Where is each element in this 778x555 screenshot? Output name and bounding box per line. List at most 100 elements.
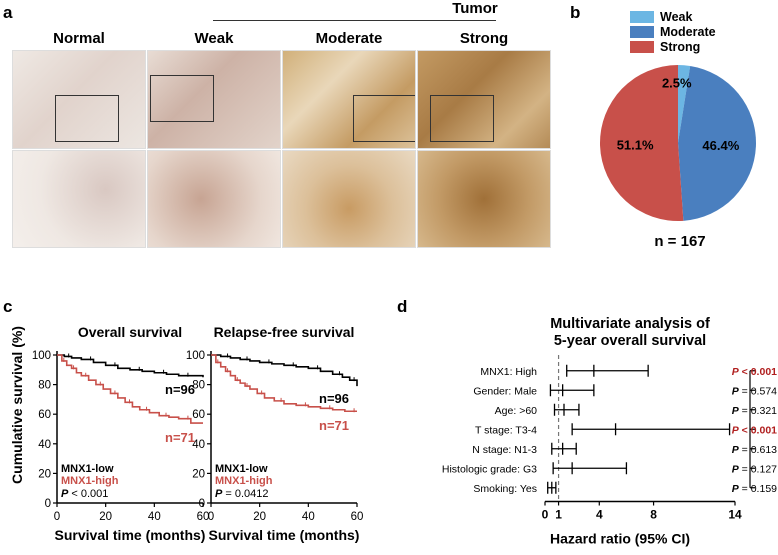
pie-chart: 2.5% 46.4% 51.1% bbox=[600, 64, 757, 221]
panel-d-label: d bbox=[397, 297, 408, 316]
km-legend-low: MNX1-low bbox=[61, 463, 114, 475]
km-curve-low bbox=[57, 354, 204, 378]
km-x-tick-label: 20 bbox=[253, 511, 266, 523]
forest-p-value: P < 0.001 bbox=[732, 424, 777, 436]
km-y-tick-label: 80 bbox=[38, 380, 51, 392]
forest-row-label: Gender: Male bbox=[473, 385, 537, 397]
km-p-value: P < 0.001 bbox=[61, 488, 108, 500]
zoom-region-box bbox=[150, 75, 214, 122]
pie-value-label-weak: 2.5% bbox=[662, 75, 692, 90]
km-x-tick-label: 60 bbox=[197, 511, 210, 523]
km-xlabel: Survival time (months) bbox=[55, 527, 206, 543]
image-normal-high-mag bbox=[12, 150, 146, 248]
forest-title: Multivariate analysis of 5-year overall … bbox=[520, 316, 740, 350]
km-n-label-high: n=71 bbox=[165, 430, 195, 445]
legend-item-weak: Weak bbox=[630, 9, 750, 24]
pie-legend: Weak Moderate Strong bbox=[630, 9, 750, 54]
forest-x-tick-label: 0 bbox=[542, 508, 549, 522]
km-curve-high bbox=[211, 354, 357, 413]
km-x-tick-label: 0 bbox=[54, 511, 60, 523]
km-y-tick-label: 60 bbox=[38, 409, 51, 421]
km-p-value: P = 0.0412 bbox=[215, 488, 269, 500]
pie-value-label-strong: 51.1% bbox=[617, 137, 654, 152]
forest-row-label: N stage: N1-3 bbox=[472, 444, 537, 456]
col-normal-header: Normal bbox=[53, 30, 105, 47]
km-y-tick-label: 80 bbox=[192, 380, 205, 392]
forest-row-label: T stage: T3-4 bbox=[475, 424, 537, 436]
pie-value-label-moderate: 46.4% bbox=[702, 138, 739, 153]
legend-label-weak: Weak bbox=[660, 9, 693, 24]
km-x-tick-label: 40 bbox=[148, 511, 161, 523]
km-legend-high: MNX1-high bbox=[215, 475, 273, 487]
pie-n-label: n = 167 bbox=[654, 233, 706, 250]
forest-x-tick-label: 1 bbox=[555, 508, 562, 522]
pie-slice-strong bbox=[600, 64, 684, 221]
km-y-tick-label: 20 bbox=[192, 468, 205, 480]
km-x-tick-label: 0 bbox=[208, 511, 214, 523]
forest-row-label: Smoking: Yes bbox=[473, 483, 537, 495]
forest-xlabel: Hazard ratio (95% CI) bbox=[550, 531, 690, 547]
col-moderate-header: Moderate bbox=[315, 30, 383, 47]
legend-item-strong: Strong bbox=[630, 39, 750, 54]
panel-b-label: b bbox=[570, 3, 581, 22]
image-strong-high-mag bbox=[417, 150, 551, 248]
km-charts: Overall survival 0 20 40 60 80 100 0 20 40 60 Survi… bbox=[32, 324, 364, 543]
panel-c-label: c bbox=[3, 297, 13, 316]
forest-p-value: P = 0.321 bbox=[732, 405, 777, 417]
km-x-tick-label: 40 bbox=[302, 511, 315, 523]
forest-row-label: Age: >60 bbox=[495, 405, 537, 417]
legend-label-moderate: Moderate bbox=[660, 24, 716, 39]
km-n-label-high: n=71 bbox=[319, 418, 349, 433]
forest-row-label: MNX1: High bbox=[480, 366, 537, 378]
tumor-header: Tumor bbox=[452, 0, 498, 17]
col-weak-header: Weak bbox=[194, 30, 234, 47]
forest-p-value: P = 0.574 bbox=[732, 385, 777, 397]
km-y-tick-label: 60 bbox=[192, 409, 205, 421]
km-y-tick-label: 100 bbox=[186, 350, 205, 362]
forest-p-value: P = 0.159 bbox=[732, 483, 777, 495]
image-strong-low-mag bbox=[417, 50, 551, 149]
km-y-tick-label: 0 bbox=[199, 498, 205, 510]
panel-a-label: a bbox=[3, 3, 13, 22]
km-title: Relapse-free survival bbox=[214, 324, 355, 340]
km-y-tick-label: 20 bbox=[38, 468, 51, 480]
km-y-tick-label: 40 bbox=[38, 439, 51, 451]
legend-swatch-weak bbox=[630, 10, 654, 23]
col-strong-header: Strong bbox=[459, 30, 509, 47]
legend-item-moderate: Moderate bbox=[630, 24, 750, 39]
km-curve-low bbox=[211, 354, 358, 387]
km-legend-high: MNX1-high bbox=[61, 475, 119, 487]
forest-p-value: P = 0.127 bbox=[732, 463, 777, 475]
km-x-tick-label: 20 bbox=[99, 511, 112, 523]
forest-p-value: P < 0.001 bbox=[732, 366, 777, 378]
image-weak-low-mag bbox=[147, 50, 281, 149]
forest-title-line1: Multivariate analysis of bbox=[550, 316, 710, 332]
legend-swatch-strong bbox=[630, 40, 654, 53]
image-weak-high-mag bbox=[147, 150, 281, 248]
forest-x-tick-label: 8 bbox=[650, 508, 657, 522]
km-n-label-low: n=96 bbox=[165, 382, 195, 397]
tumor-header-rule bbox=[213, 20, 496, 21]
forest-x-tick-label: 4 bbox=[596, 508, 603, 522]
pie-slice-moderate bbox=[678, 65, 757, 221]
zoom-region-box bbox=[55, 95, 119, 142]
pie-slice-weak bbox=[678, 65, 691, 143]
km-y-tick-label: 0 bbox=[45, 498, 51, 510]
km-title: Overall survival bbox=[78, 324, 182, 340]
forest-title-line2: 5-year overall survival bbox=[553, 333, 707, 349]
zoom-region-box bbox=[430, 95, 494, 142]
image-moderate-low-mag bbox=[282, 50, 416, 149]
image-normal-low-mag bbox=[12, 50, 146, 149]
forest-x-tick-label: 14 bbox=[728, 508, 742, 522]
legend-label-strong: Strong bbox=[660, 39, 701, 54]
image-moderate-high-mag bbox=[282, 150, 416, 248]
km-y-tick-label: 40 bbox=[192, 439, 205, 451]
km-curve-high bbox=[57, 354, 203, 424]
legend-swatch-moderate bbox=[630, 25, 654, 38]
km-legend-low: MNX1-low bbox=[215, 463, 268, 475]
km-x-tick-label: 60 bbox=[351, 511, 364, 523]
forest-row-label: Histologic grade: G3 bbox=[442, 463, 537, 475]
zoom-region-box bbox=[353, 95, 415, 142]
km-y-tick-label: 100 bbox=[32, 350, 51, 362]
